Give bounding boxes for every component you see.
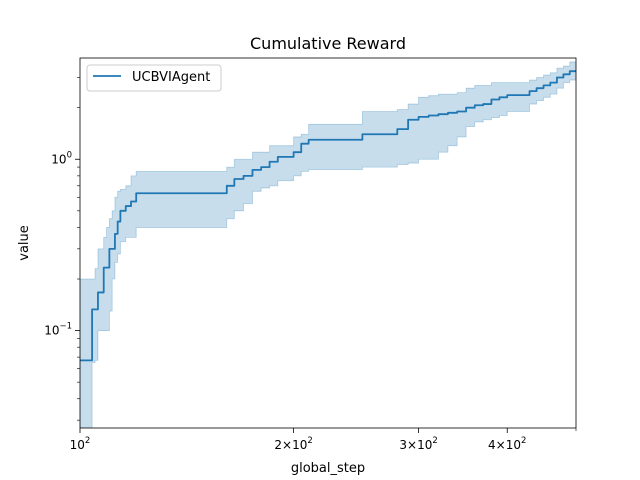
y-axis-label: value bbox=[17, 225, 32, 261]
legend: UCBVIAgent bbox=[86, 64, 222, 92]
y-tick-label: 10−1 bbox=[44, 322, 72, 338]
y-tick-label: 100 bbox=[51, 150, 72, 166]
plot-area: 102 2×102 3×102 4×102 10−1 100 bbox=[44, 57, 577, 452]
series-layer bbox=[80, 61, 576, 428]
x-axis-ticks: 102 2×102 3×102 4×102 bbox=[70, 428, 577, 452]
series-line-ucbviagent bbox=[80, 70, 576, 362]
x-tick-label: 102 bbox=[70, 436, 91, 452]
axes-frame bbox=[79, 57, 577, 429]
chart-title: Cumulative Reward bbox=[250, 34, 406, 53]
legend-label-ucbviagent: UCBVIAgent bbox=[132, 70, 210, 85]
x-tick-label: 4×102 bbox=[488, 436, 526, 452]
y-axis-ticks: 10−1 100 bbox=[44, 77, 80, 421]
legend-box bbox=[86, 64, 222, 92]
x-axis-label: global_step bbox=[291, 461, 365, 476]
x-tick-label: 2×102 bbox=[274, 436, 312, 452]
x-tick-label: 3×102 bbox=[399, 436, 437, 452]
series-band-ucbviagent bbox=[80, 61, 576, 428]
